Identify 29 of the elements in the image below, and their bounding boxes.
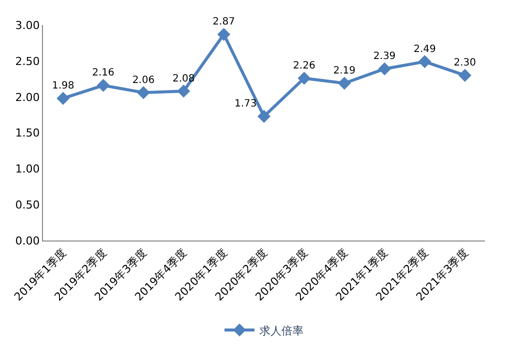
data-label: 2.39 xyxy=(373,51,396,62)
y-tick-label: 1.50 xyxy=(15,126,40,140)
point xyxy=(458,68,472,82)
data-label: 2.87 xyxy=(212,16,235,28)
data-label: 1.98 xyxy=(52,80,74,92)
y-tick-label: 1.00 xyxy=(15,162,40,176)
data-label: 2.49 xyxy=(414,44,436,55)
y-tick-label: 2.50 xyxy=(15,54,40,68)
point xyxy=(56,92,70,105)
y-tick-label: 3.00 xyxy=(15,18,40,32)
point xyxy=(298,72,311,85)
data-label: 2.19 xyxy=(333,66,356,76)
point xyxy=(136,86,150,100)
y-tick-label: 0.00 xyxy=(15,234,40,248)
data-label: 2.06 xyxy=(132,74,155,86)
data-label: 2.26 xyxy=(293,60,316,72)
data-label: 1.73 xyxy=(234,98,257,110)
y-tick-label: 2.00 xyxy=(15,90,40,104)
point xyxy=(258,110,270,123)
point xyxy=(418,55,432,68)
legend-label: 求人倍率 xyxy=(260,324,304,338)
y-tick-label: 0.50 xyxy=(15,198,40,212)
point xyxy=(177,84,190,98)
point xyxy=(338,76,351,90)
data-label: 2.16 xyxy=(92,68,114,79)
data-label: 2.30 xyxy=(454,58,476,69)
point xyxy=(96,78,110,92)
point xyxy=(378,62,392,76)
point xyxy=(217,28,230,41)
